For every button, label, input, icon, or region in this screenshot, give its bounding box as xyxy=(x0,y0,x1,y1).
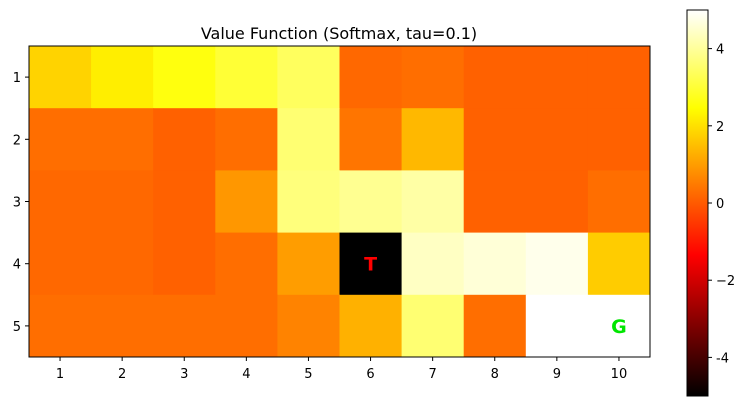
x-tick-label: 3 xyxy=(180,367,188,382)
heatmap-cell xyxy=(29,294,92,358)
heatmap-cell xyxy=(339,232,403,296)
heatmap-cell xyxy=(401,294,465,358)
heatmap-cell xyxy=(339,108,403,171)
x-axis: 1 2 3 4 5 6 7 8 9 10 xyxy=(56,357,627,382)
heatmap-cell xyxy=(401,232,465,296)
x-tick-label: 9 xyxy=(553,367,561,382)
x-tick-label: 4 xyxy=(242,367,250,382)
heatmap-cell xyxy=(463,294,527,358)
colorbar-tick-label: 4 xyxy=(716,43,724,58)
x-tick-label: 10 xyxy=(611,367,628,382)
heatmap-cell xyxy=(587,170,651,234)
heatmap-cell xyxy=(277,108,340,171)
heatmap-cell xyxy=(339,170,403,234)
cell-annotation: T xyxy=(364,254,377,276)
heatmap-cell xyxy=(587,46,651,109)
heatmap-cell xyxy=(153,232,216,296)
heatmap-cell xyxy=(339,46,403,109)
heatmap-cell xyxy=(153,108,216,171)
heatmap-cell xyxy=(91,108,154,171)
x-tick-label: 7 xyxy=(429,367,437,382)
y-tick-label: 5 xyxy=(13,320,21,335)
colorbar-tick-label: -4 xyxy=(716,351,729,366)
heatmap-cell xyxy=(463,232,527,296)
colorbar xyxy=(686,9,709,397)
heatmap-cell xyxy=(525,108,589,171)
heatmap-cell xyxy=(153,294,216,358)
y-tick-label: 2 xyxy=(13,133,21,148)
heatmap-cell xyxy=(587,294,651,358)
heatmap-cell xyxy=(29,108,92,171)
heatmap-cell xyxy=(401,46,465,109)
x-tick-label: 1 xyxy=(56,367,64,382)
heatmap-cell xyxy=(215,46,278,109)
heatmap-cell xyxy=(215,170,278,234)
heatmap-cell xyxy=(91,170,154,234)
heatmap-cell xyxy=(339,294,403,358)
heatmap-cell xyxy=(587,232,651,296)
heatmap-cell xyxy=(153,46,216,109)
heatmap-cell xyxy=(525,46,589,109)
colorbar-tick-label: 0 xyxy=(716,197,724,212)
heatmap-cell xyxy=(29,170,92,234)
x-tick-label: 5 xyxy=(304,367,312,382)
heatmap-cell xyxy=(277,46,340,109)
y-axis: 1 2 3 4 5 xyxy=(13,71,29,335)
heatmap-cell xyxy=(463,170,527,234)
cell-annotation: G xyxy=(611,316,627,338)
heatmap-cell xyxy=(463,46,527,109)
colorbar-tick-label: −2 xyxy=(716,274,735,289)
heatmap-cell xyxy=(525,294,589,358)
heatmap-cell xyxy=(29,46,92,109)
y-tick-label: 3 xyxy=(13,196,21,211)
heatmap-cell xyxy=(215,232,278,296)
heatmap-cell xyxy=(91,46,154,109)
heatmap-cell xyxy=(525,170,589,234)
heatmap-cell xyxy=(91,294,154,358)
heatmap-cell xyxy=(153,170,216,234)
heatmap-cell xyxy=(401,170,465,234)
heatmap-cell xyxy=(277,294,340,358)
heatmap-cell xyxy=(277,170,340,234)
x-tick-label: 8 xyxy=(491,367,499,382)
x-tick-label: 2 xyxy=(118,367,126,382)
y-tick-label: 1 xyxy=(13,71,21,86)
heatmap-cell xyxy=(401,108,465,171)
heatmap-cell xyxy=(91,232,154,296)
colorbar-axis: -4 −2 0 2 4 xyxy=(708,43,735,366)
heatmap-cell xyxy=(587,108,651,171)
heatmap-cell xyxy=(277,232,340,296)
heatmap-cell xyxy=(215,294,278,358)
heatmap-cell xyxy=(525,232,589,296)
heatmap-cell xyxy=(463,108,527,171)
heatmap-grid xyxy=(29,46,651,358)
heatmap-cell xyxy=(29,232,92,296)
heatmap-cell xyxy=(215,108,278,171)
chart-title: Value Function (Softmax, tau=0.1) xyxy=(201,24,477,43)
colorbar-tick-label: 2 xyxy=(716,120,724,135)
x-tick-label: 6 xyxy=(366,367,374,382)
y-tick-label: 4 xyxy=(13,258,21,273)
cell-annotations: TG xyxy=(364,254,627,338)
